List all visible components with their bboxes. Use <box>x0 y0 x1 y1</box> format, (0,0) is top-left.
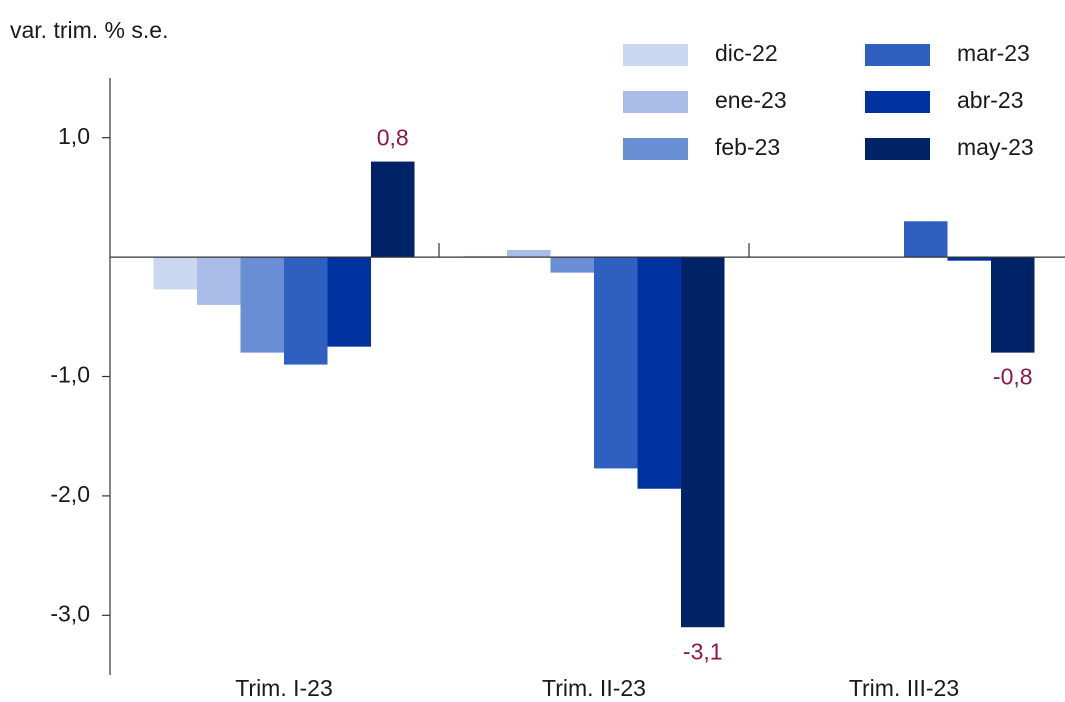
x-tick-label: Trim. III-23 <box>849 675 959 701</box>
legend-label: may-23 <box>957 134 1034 160</box>
bar <box>371 161 415 258</box>
legend-label: feb-23 <box>715 134 780 160</box>
x-tick-label: Trim. II-23 <box>542 675 646 701</box>
value-label: -3,1 <box>683 638 723 664</box>
legend-label: ene-23 <box>715 87 787 113</box>
bar <box>991 257 1035 353</box>
y-tick-label: 1,0 <box>58 123 90 149</box>
bar <box>594 257 638 469</box>
legend-label: mar-23 <box>957 40 1030 66</box>
legend-swatch <box>865 91 930 113</box>
bar <box>153 257 197 290</box>
legend-label: dic-22 <box>715 40 778 66</box>
legend-swatch <box>865 138 930 160</box>
x-tick-label: Trim. I-23 <box>235 675 333 701</box>
y-tick-label: -3,0 <box>50 600 90 626</box>
legend-swatch <box>623 138 688 160</box>
bar <box>197 257 241 305</box>
y-axis-label: var. trim. % s.e. <box>10 17 168 43</box>
bar <box>550 257 594 273</box>
legend-swatch <box>623 44 688 66</box>
bar <box>240 257 284 353</box>
legend-label: abr-23 <box>957 87 1023 113</box>
legend-swatch <box>865 44 930 66</box>
legend-swatch <box>623 91 688 113</box>
bar <box>327 257 371 347</box>
bar <box>681 257 725 628</box>
value-label: -0,8 <box>993 364 1033 390</box>
bar <box>284 257 328 365</box>
y-tick-label: -1,0 <box>50 362 90 388</box>
bar <box>637 257 681 489</box>
value-label: 0,8 <box>377 125 409 151</box>
y-tick-label: -2,0 <box>50 481 90 507</box>
bar <box>947 257 991 261</box>
bar <box>904 221 948 258</box>
bar <box>507 249 551 258</box>
